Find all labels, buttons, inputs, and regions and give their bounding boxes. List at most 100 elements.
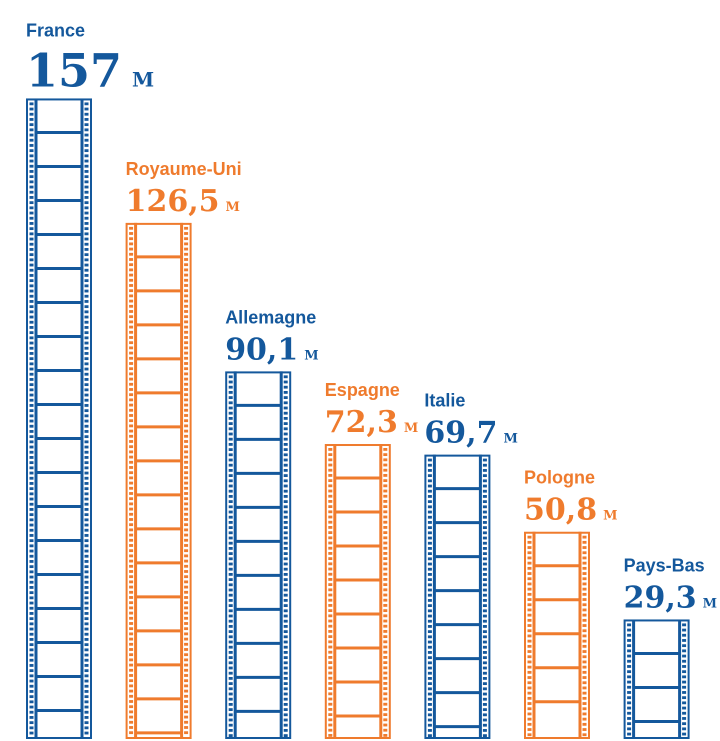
bar-sprocket-hole — [184, 663, 189, 667]
bar-sprocket-hole — [582, 644, 587, 648]
bar-sprocket-hole — [627, 665, 632, 668]
bar-sprocket-hole — [84, 263, 89, 267]
bar-sprocket-hole — [582, 598, 587, 601]
bar-sprocket-hole — [84, 658, 89, 662]
bar-sprocket-hole — [427, 458, 432, 462]
bar-sprocket-hole — [129, 700, 134, 703]
bar-sprocket-hole — [29, 710, 34, 714]
bar-sprocket-hole — [283, 505, 288, 509]
bar-sprocket-hole — [482, 495, 487, 498]
bar-sprocket-hole — [84, 601, 89, 605]
bar-sprocket-hole — [84, 528, 89, 532]
bar-sprocket-hole — [29, 383, 34, 387]
bar-sprocket-hole — [84, 456, 89, 459]
bar-sprocket-hole — [283, 572, 288, 576]
bar-sprocket-hole — [527, 613, 532, 617]
bar-sprocket-hole — [228, 650, 233, 654]
bar-sprocket-hole — [129, 502, 134, 506]
bar-sprocket-hole — [29, 357, 34, 361]
bar-sprocket-hole — [29, 523, 34, 527]
value-label: 126,5 — [126, 184, 220, 219]
bar-sprocket-hole — [482, 729, 487, 732]
bar-sprocket-hole — [383, 583, 388, 587]
bar-sprocket-hole — [84, 700, 89, 704]
bar-sprocket-hole — [29, 362, 34, 366]
bar-sprocket-hole — [582, 728, 587, 731]
bar-sprocket-hole — [427, 708, 432, 712]
bar-sprocket-hole — [184, 627, 189, 631]
bar-sprocket-hole — [283, 593, 288, 597]
bar-sprocket-hole — [184, 408, 189, 412]
bar-sprocket-hole — [184, 554, 189, 558]
bar-sprocket-hole — [129, 694, 134, 698]
bar-sprocket-hole — [482, 505, 487, 509]
category-label: Italie — [424, 391, 465, 411]
bar-sprocket-hole — [184, 549, 189, 553]
bar-sprocket-hole — [29, 159, 34, 163]
bar-sprocket-hole — [427, 495, 432, 498]
bar-sprocket-hole — [482, 567, 487, 571]
bar-sprocket-hole — [29, 268, 34, 272]
bar-sprocket-hole — [84, 497, 89, 501]
bar-sprocket-hole — [228, 713, 233, 717]
bar-sprocket-hole — [84, 523, 89, 527]
bar-sprocket-hole — [283, 422, 288, 425]
bar-sprocket-hole — [84, 430, 89, 433]
bar-sprocket-hole — [29, 284, 34, 288]
bar-sprocket-hole — [184, 715, 189, 719]
bar-sprocket-hole — [84, 721, 89, 725]
bar-sprocket-hole — [184, 518, 189, 521]
bar-sprocket-hole — [527, 733, 532, 737]
bar-sprocket-hole — [184, 497, 189, 501]
bar-sprocket-hole — [383, 708, 388, 711]
bar-sprocket-hole — [29, 716, 34, 719]
bar-sprocket-hole — [228, 624, 233, 628]
bar-sprocket-hole — [184, 580, 189, 584]
bar-sprocket-hole — [29, 653, 34, 657]
bar-sprocket-hole — [427, 656, 432, 660]
bar-sprocket-hole — [184, 372, 189, 376]
bar-sprocket-hole — [184, 684, 189, 688]
bar-sprocket-hole — [383, 463, 388, 467]
bar-sprocket-hole — [427, 526, 432, 530]
bar-sprocket-hole — [129, 518, 134, 521]
bar-sprocket-hole — [682, 649, 687, 653]
bar-sprocket-hole — [328, 505, 333, 509]
bar-sprocket-hole — [184, 486, 189, 490]
bar-sprocket-hole — [184, 419, 189, 423]
bar-sprocket-hole — [228, 734, 233, 737]
bar-sprocket-hole — [527, 707, 532, 711]
bar-sprocket-hole — [84, 279, 89, 283]
bar-sprocket-hole — [228, 437, 233, 441]
bar-sprocket-hole — [328, 666, 333, 670]
bar-sprocket-hole — [29, 695, 34, 699]
bar-sprocket-hole — [427, 635, 432, 639]
bar-sprocket-hole — [283, 562, 288, 566]
bar-sprocket-hole — [129, 414, 134, 417]
bar-sprocket-hole — [29, 242, 34, 246]
bar-sprocket-hole — [582, 592, 587, 596]
bar-sprocket-hole — [283, 448, 288, 451]
unit-label: M — [226, 200, 240, 215]
bar-sprocket-hole — [627, 722, 632, 726]
bar-sprocket-hole — [482, 697, 487, 701]
bar-sprocket-hole — [29, 378, 34, 381]
bar-sprocket-hole — [283, 458, 288, 462]
bar-sprocket-hole — [527, 551, 532, 555]
bar-sprocket-hole — [84, 445, 89, 449]
bar-sprocket-hole — [84, 196, 89, 199]
bar-sprocket-hole — [427, 640, 432, 644]
bar-sprocket-hole — [328, 463, 333, 467]
bar-sprocket-hole — [29, 346, 34, 350]
bar-sprocket-hole — [582, 551, 587, 555]
bar-sprocket-hole — [383, 713, 388, 717]
bar-sprocket-hole — [383, 489, 388, 493]
bar-sprocket-hole — [482, 526, 487, 530]
bar-sprocket-hole — [283, 401, 288, 405]
bar-sprocket-hole — [383, 588, 388, 592]
bar-sprocket-hole — [228, 474, 233, 477]
bar-sprocket-hole — [84, 118, 89, 121]
bar-sprocket-hole — [84, 409, 89, 413]
bar-sprocket-hole — [129, 658, 134, 662]
